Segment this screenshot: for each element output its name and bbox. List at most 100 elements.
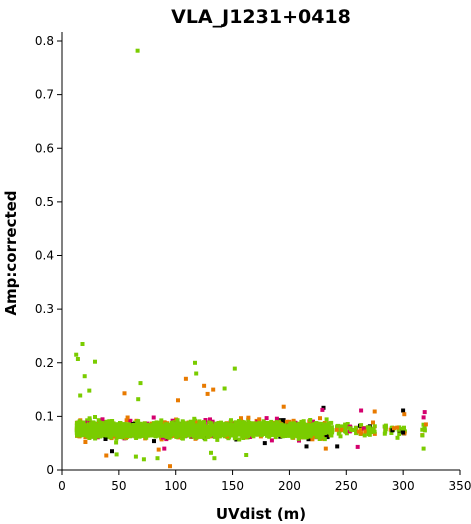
data-point [395,435,400,440]
data-point [154,423,158,428]
data-point [75,433,80,438]
data-point [78,393,83,398]
data-point [299,433,304,438]
data-point [302,425,307,429]
data-point [100,427,105,431]
data-point [325,424,330,429]
data-point [118,423,123,427]
data-point [353,425,358,430]
data-point [334,427,339,432]
data-point [281,404,286,409]
data-point [383,427,388,432]
data-point [135,48,140,53]
data-point [199,434,203,439]
data-point [151,433,156,437]
data-point [106,424,111,429]
data-point [359,431,364,436]
data-point [185,433,190,438]
data-point [293,426,298,430]
data-point [352,428,357,432]
data-point [213,421,218,426]
data-point [246,434,250,439]
data-point [136,397,141,402]
data-point [208,417,212,422]
data-point [203,418,208,422]
data-point [234,426,239,431]
data-point [85,425,90,430]
data-point [213,425,218,430]
data-point [156,425,161,430]
data-point [402,412,407,417]
data-point [328,426,333,431]
data-point [290,435,295,439]
data-point [232,436,237,441]
data-point [242,432,247,437]
data-point [343,423,348,428]
data-point [191,423,196,428]
data-point [183,376,188,381]
data-point [390,428,395,433]
x-tick-label: 300 [392,479,415,493]
data-point [128,425,133,430]
data-point [206,424,211,429]
data-point [382,424,387,429]
data-point [114,440,119,445]
data-point [421,415,426,420]
data-point [167,435,172,440]
x-tick-label: 200 [278,479,301,493]
data-point [216,421,221,426]
data-point [311,434,316,439]
y-tick-label: 0.2 [35,356,54,370]
data-point [237,437,242,442]
data-point [111,421,116,426]
data-point [104,433,109,438]
data-point [85,427,90,432]
data-point [128,430,133,434]
data-point [136,427,141,432]
data-point [210,430,215,435]
data-point [123,423,128,428]
data-point [310,437,315,442]
data-point [220,426,225,431]
data-point [155,456,160,461]
data-point [269,422,274,427]
data-point [253,428,258,433]
data-point [299,429,303,434]
data-point [250,423,255,428]
data-point [183,430,188,435]
data-point [207,420,212,425]
data-point [359,427,364,432]
data-point [191,420,196,425]
data-point [371,420,375,425]
data-point [203,429,208,434]
data-point [83,440,88,444]
data-point [392,426,396,431]
data-point [383,429,388,434]
data-point [176,421,181,426]
data-point [166,422,170,427]
data-point [87,436,92,440]
data-point [422,428,427,433]
data-point [230,427,235,432]
data-point [124,418,129,423]
data-point [197,419,202,424]
data-point [302,435,307,440]
data-point [95,425,100,430]
data-point [401,430,406,435]
data-point [269,438,274,443]
data-point [206,430,211,435]
data-point [244,428,249,433]
data-point [194,421,198,426]
data-point [237,423,242,428]
data-point [120,426,125,431]
x-tick-label: 250 [335,479,358,493]
data-point [165,435,170,440]
data-point [395,425,400,430]
data-point [143,425,148,430]
data-point [188,419,193,424]
data-point [321,405,326,410]
data-point [92,431,97,436]
data-point [135,424,140,429]
data-point [367,425,372,430]
